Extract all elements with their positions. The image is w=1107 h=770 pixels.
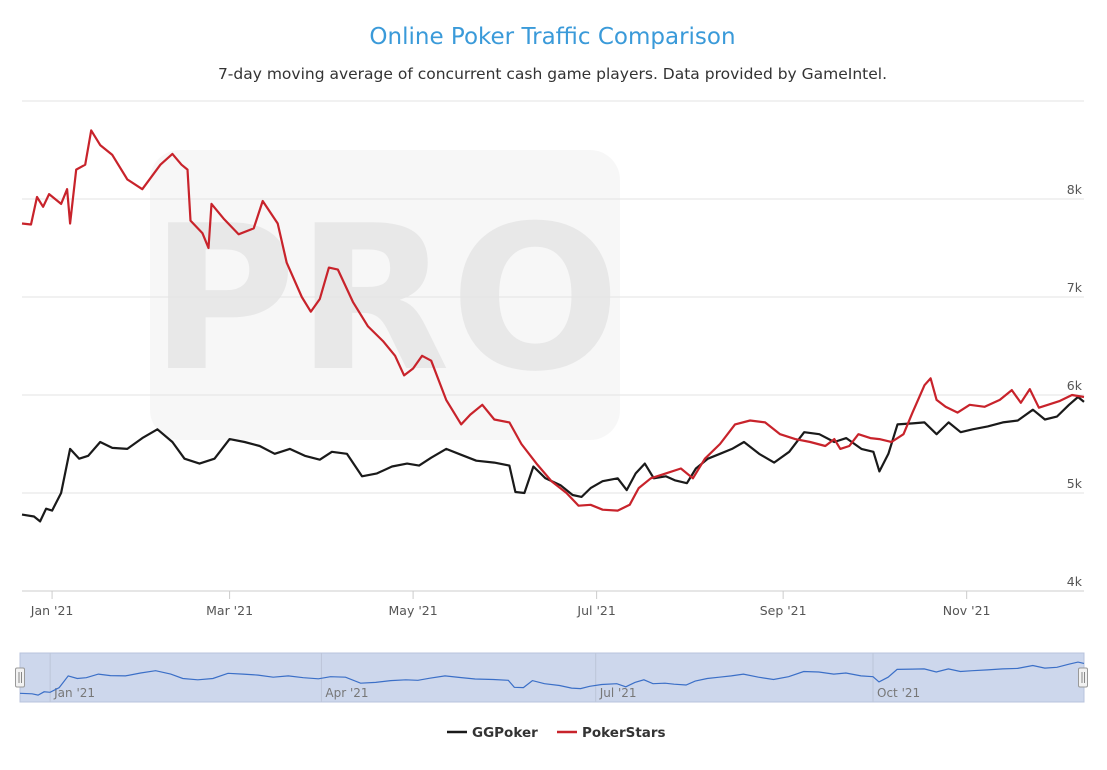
- watermark: PRO: [150, 150, 621, 440]
- handle-grip[interactable]: [1078, 667, 1088, 688]
- legend-item-ggpoker[interactable]: GGPoker: [447, 725, 538, 741]
- handle-grip[interactable]: [15, 667, 25, 688]
- grid-lines: [22, 100, 1084, 592]
- legend-label: PokerStars: [582, 725, 666, 741]
- navigator-series-line: [19, 661, 1085, 696]
- x-tick-label: Nov '21: [943, 603, 991, 618]
- x-tick-label: Jan '21: [30, 603, 74, 618]
- legend-label: GGPoker: [472, 725, 538, 741]
- watermark-background: [150, 150, 620, 440]
- legend: GGPoker PokerStars: [447, 725, 666, 741]
- y-tick-label: 7k: [1067, 280, 1083, 295]
- x-axis: Jan '21 Mar '21 May '21 Jul '21 Sep '21 Nov '…: [22, 590, 1084, 618]
- navigator-handle-left[interactable]: [15, 667, 25, 688]
- x-tick-label: May '21: [389, 603, 438, 618]
- navigator-handle-right[interactable]: [1078, 667, 1088, 688]
- navigator-tick-label: Jul '21: [599, 686, 637, 700]
- y-tick-label: 6k: [1067, 378, 1083, 393]
- x-tick-label: Mar '21: [206, 603, 253, 618]
- navigator-tick-label: Oct '21: [877, 686, 920, 700]
- chart-subtitle: 7-day moving average of concurrent cash …: [217, 65, 888, 83]
- y-tick-label: 8k: [1067, 182, 1083, 197]
- watermark-text: PRO: [150, 183, 621, 416]
- series-line-pokerstars: [21, 129, 1085, 512]
- y-axis-labels: 4k 5k 6k 7k 8k: [1067, 182, 1083, 589]
- navigator-tick-label: Apr '21: [325, 686, 368, 700]
- series-lines: [21, 129, 1085, 523]
- y-tick-label: 5k: [1067, 476, 1083, 491]
- legend-item-pokerstars[interactable]: PokerStars: [557, 725, 666, 741]
- navigator-tick-label: Jan '21: [53, 686, 95, 700]
- chart-title: Online Poker Traffic Comparison: [369, 24, 736, 50]
- navigator[interactable]: Jan '21 Apr '21 Jul '21 Oct '21: [15, 652, 1088, 703]
- x-tick-label: Sep '21: [760, 603, 807, 618]
- y-tick-label: 4k: [1067, 574, 1083, 589]
- x-tick-label: Jul '21: [576, 603, 615, 618]
